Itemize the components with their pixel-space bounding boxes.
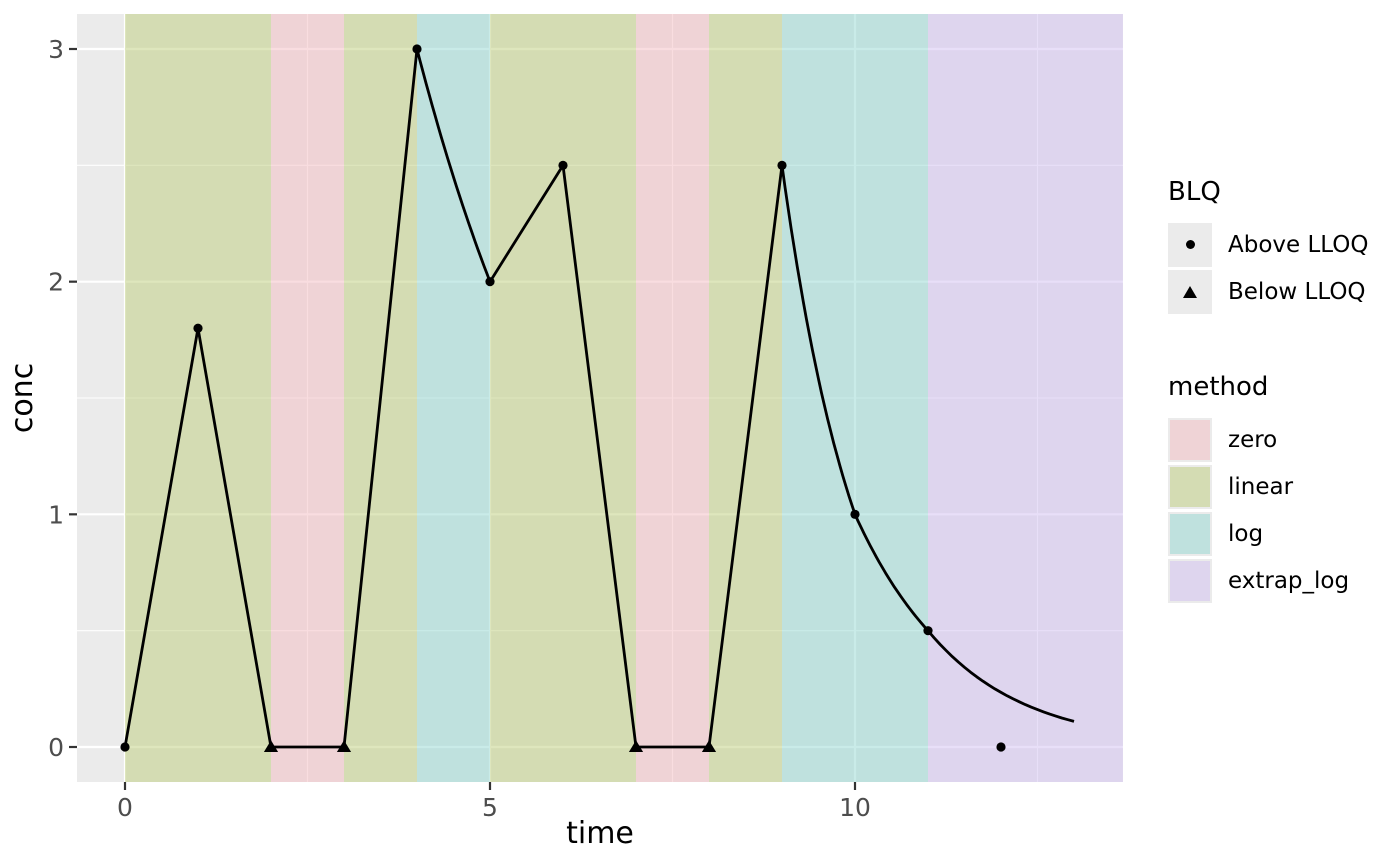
linear-swatch-icon — [1170, 466, 1210, 507]
data-point-circle — [923, 626, 933, 636]
extrap-log-swatch-icon — [1170, 560, 1210, 601]
plot-canvas: 0 5 10 0 1 2 3 time conc — [5, 14, 1123, 851]
method-legend-title: method — [1168, 371, 1269, 402]
legend-label-above-lloq: Above LLOQ — [1228, 231, 1369, 258]
legend-item-below-lloq: Below LLOQ — [1168, 269, 1369, 314]
x-tick-label: 10 — [839, 793, 871, 822]
x-tick-label: 0 — [117, 793, 133, 822]
legend-item-above-lloq: Above LLOQ — [1168, 222, 1369, 267]
extrap-log-key — [1168, 558, 1212, 603]
data-point-triangle — [336, 740, 352, 752]
legend-label-below-lloq: Below LLOQ — [1228, 278, 1366, 305]
blq-legend: BLQ Above LLOQ Below LLOQ — [1168, 177, 1369, 317]
data-point-circle — [996, 742, 1006, 752]
legend-item-zero: zero — [1168, 417, 1369, 462]
method-band-log — [417, 14, 490, 782]
y-tick-label: 1 — [48, 500, 64, 529]
circle-marker-icon — [1185, 240, 1195, 250]
data-point-circle — [485, 277, 495, 287]
log-swatch-icon — [1170, 513, 1210, 554]
above-lloq-key — [1168, 222, 1212, 267]
legend-item-log: log — [1168, 511, 1369, 556]
y-tick-label: 2 — [48, 268, 64, 297]
y-tick-label: 3 — [48, 35, 64, 64]
data-point-triangle — [263, 740, 279, 752]
method-band-linear — [490, 14, 636, 782]
x-tick-label: 5 — [482, 793, 498, 822]
method-band-zero — [271, 14, 344, 782]
data-point-circle — [850, 509, 860, 519]
concentration-line — [123, 47, 1075, 749]
method-band-extrap_log — [928, 14, 1123, 782]
y-tick-label: 0 — [48, 733, 64, 762]
legend-item-extrap-log: extrap_log — [1168, 558, 1369, 603]
blq-legend-title: BLQ — [1168, 177, 1221, 207]
data-point-circle — [558, 160, 568, 170]
below-lloq-key — [1168, 269, 1212, 314]
method-band-log — [782, 14, 928, 782]
log-key — [1168, 511, 1212, 556]
triangle-marker-icon — [1183, 285, 1197, 298]
method-band-zero — [636, 14, 709, 782]
zero-swatch-icon — [1170, 419, 1210, 460]
linear-key — [1168, 464, 1212, 509]
legend-item-linear: linear — [1168, 464, 1369, 509]
data-point-circle — [193, 323, 203, 333]
zero-key — [1168, 417, 1212, 462]
method-legend: method zero linear log extrap_log — [1168, 371, 1369, 606]
data-point-triangle — [628, 740, 644, 752]
data-point-circle — [412, 44, 422, 54]
data-point-circle — [777, 160, 787, 170]
y-axis-title: conc — [5, 363, 40, 433]
data-point-triangle — [701, 740, 717, 752]
legend-label-log: log — [1228, 520, 1264, 547]
method-band-linear — [125, 14, 271, 782]
legend-label-extrap-log: extrap_log — [1228, 567, 1350, 594]
data-point-circle — [120, 742, 130, 752]
legend-label-linear: linear — [1228, 473, 1294, 500]
legend-panel: BLQ Above LLOQ Below LLOQ method zero — [1168, 177, 1369, 606]
legend-label-zero: zero — [1228, 426, 1278, 453]
x-axis-title: time — [566, 816, 634, 851]
